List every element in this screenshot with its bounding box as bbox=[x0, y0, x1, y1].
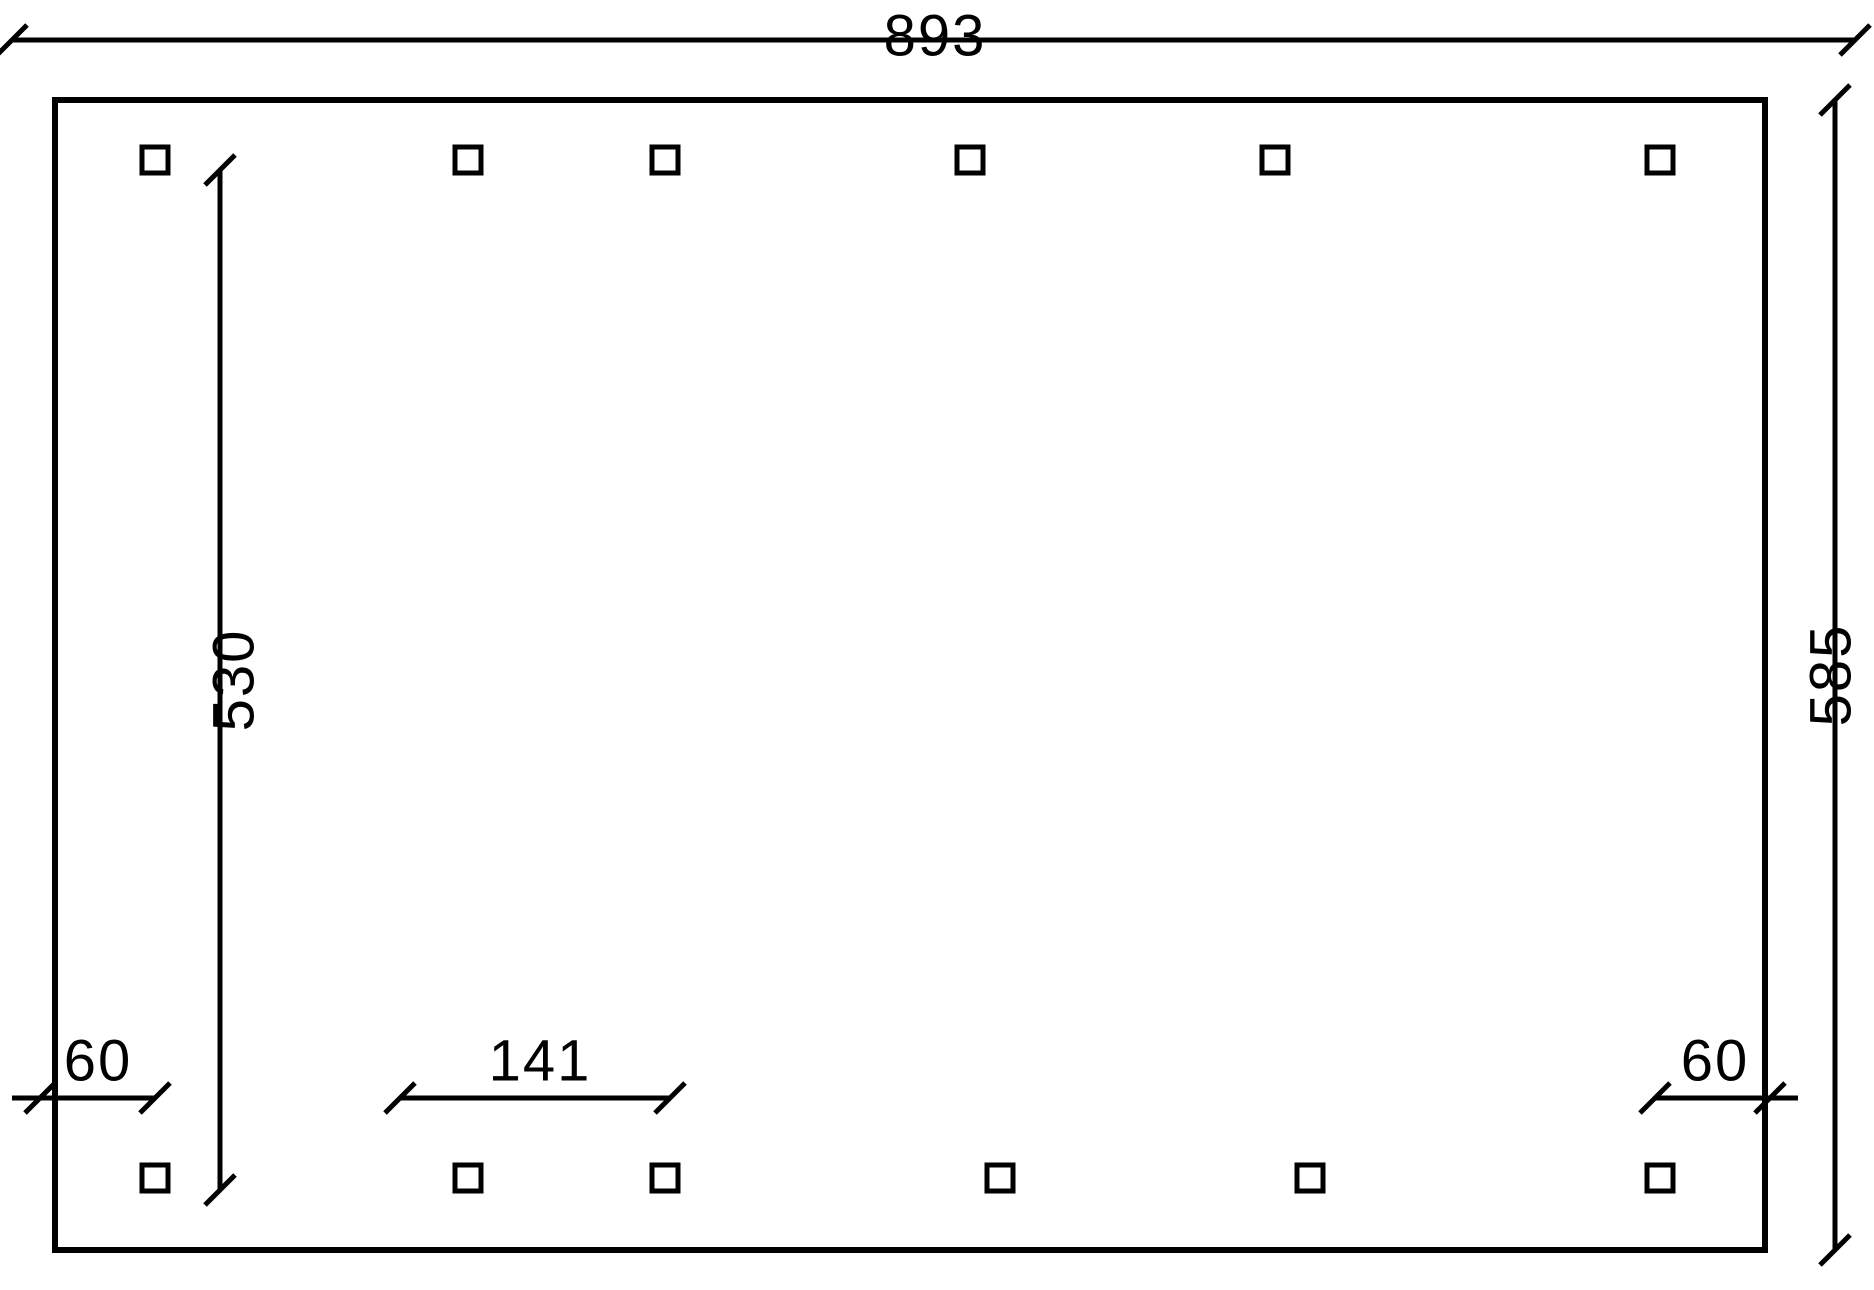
dim-top-width-label: 893 bbox=[884, 3, 987, 68]
dim-right-height-label: 585 bbox=[1798, 624, 1863, 727]
dim-inner-height-label: 530 bbox=[201, 629, 266, 732]
dim-left-60-label: 60 bbox=[64, 1028, 133, 1093]
background bbox=[0, 0, 1874, 1290]
dim-mid-141-label: 141 bbox=[489, 1028, 592, 1093]
dim-right-60-label: 60 bbox=[1681, 1028, 1750, 1093]
technical-drawing: 893 585 530 60 141 60 bbox=[0, 0, 1874, 1290]
drawing-svg: 893 585 530 60 141 60 bbox=[0, 0, 1874, 1290]
